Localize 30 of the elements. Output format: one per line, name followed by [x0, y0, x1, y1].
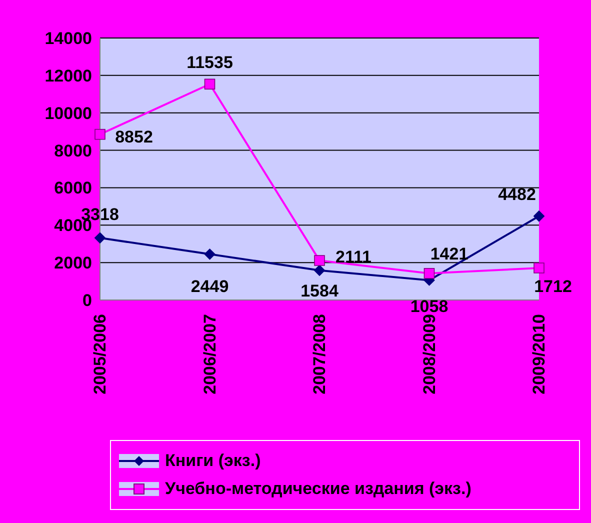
- y-tick-label: 0: [82, 291, 92, 310]
- y-tick-label: 10000: [44, 104, 92, 123]
- x-tick-label: 2007/2008: [310, 314, 329, 394]
- point: [314, 264, 325, 276]
- legend-label: Учебно-методические издания (экз.): [165, 479, 472, 499]
- x-tick-label: 2006/2007: [200, 314, 220, 394]
- data-label: 4482: [498, 185, 536, 204]
- point: [94, 232, 106, 244]
- data-label: 2449: [190, 277, 229, 296]
- x-tick-label: 2009/2010: [530, 314, 548, 394]
- data-label: 1584: [300, 281, 339, 300]
- data-label: 1421: [430, 244, 468, 264]
- point: [424, 268, 435, 279]
- y-tick-label: 6000: [54, 178, 92, 198]
- point: [534, 210, 544, 222]
- y-tick-label: 12000: [44, 66, 92, 86]
- data-label: 11535: [186, 53, 233, 72]
- point: [94, 128, 106, 140]
- point: [204, 248, 216, 260]
- x-tick-label: 2008/2009: [420, 314, 439, 394]
- y-tick-label: 14000: [44, 29, 92, 48]
- point: [314, 255, 325, 266]
- data-label: 8852: [115, 127, 153, 146]
- data-label: 2111: [336, 247, 372, 266]
- point: [534, 262, 544, 274]
- y-tick-label: 2000: [54, 254, 92, 273]
- x-tick-label: 2005/2006: [90, 314, 110, 394]
- point: [204, 78, 216, 90]
- y-tick-label: 8000: [54, 141, 92, 160]
- legend-label: Книги (экз.): [165, 451, 261, 471]
